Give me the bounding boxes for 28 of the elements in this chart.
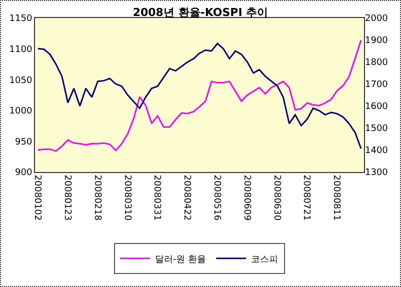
x-tick-label: 20080516 [212, 174, 222, 221]
x-tick-label: 20080102 [32, 174, 42, 221]
legend-label: 코스피 [251, 254, 278, 265]
x-tick-label: 20080422 [182, 174, 192, 221]
y2-tick-label: 1600 [365, 102, 388, 112]
y-tick-label: 1000 [9, 106, 32, 117]
y2-tick-label: 2000 [365, 14, 388, 24]
x-tick-label: 20080721 [301, 174, 312, 221]
y-tick-label: 1150 [9, 14, 32, 24]
x-tick-label: 20080218 [92, 174, 102, 221]
y2-tick-label: 1800 [365, 58, 388, 68]
x-tick-label: 20080310 [122, 174, 132, 221]
y2-tick-label: 1900 [365, 36, 388, 46]
y2-tick-label: 1500 [365, 124, 388, 134]
y2-tick-label: 1400 [365, 146, 388, 156]
x-tick-label: 20080811 [331, 174, 342, 221]
y-tick-label: 1100 [9, 44, 32, 55]
x-tick-label: 20080123 [62, 174, 72, 221]
x-tick-label: 20080331 [152, 174, 162, 221]
x-tick-label: 20080630 [271, 174, 282, 221]
legend-label: 달러-원 환율 [155, 254, 206, 265]
chart-title: 2008년 환율-KOSPI 추이 [132, 6, 268, 19]
y-tick-label: 950 [15, 137, 32, 148]
x-tick-label: 20080609 [241, 174, 252, 221]
y-tick-label: 900 [15, 168, 32, 178]
y2-tick-label: 1700 [365, 80, 388, 90]
y-tick-label: 1050 [9, 76, 32, 86]
y2-tick-label: 1300 [365, 168, 388, 178]
